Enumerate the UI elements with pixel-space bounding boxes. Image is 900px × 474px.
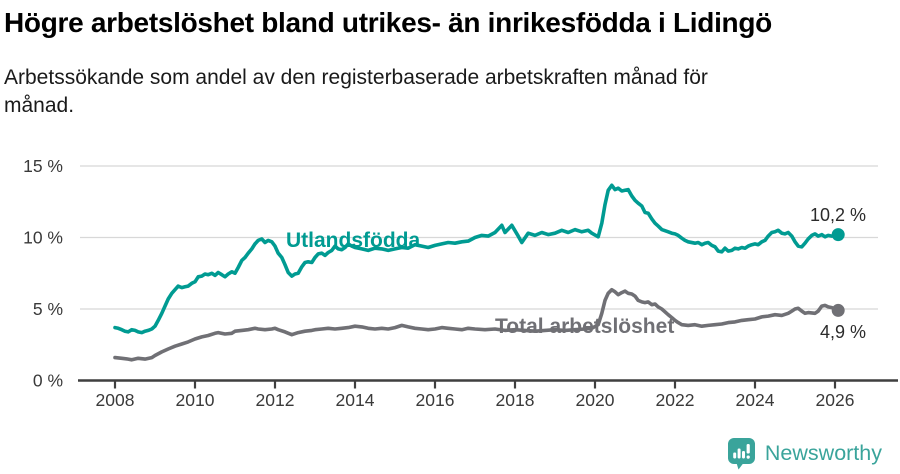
- x-tick-label-2022: 2022: [656, 390, 695, 410]
- x-tick-label-2008: 2008: [96, 390, 135, 410]
- y-tick-label-5: 5 %: [33, 299, 63, 319]
- brand-name: Newsworthy: [764, 441, 882, 465]
- series-line-total: [113, 287, 841, 362]
- x-tick-label-2016: 2016: [416, 390, 455, 410]
- series-label-utlandsfodda: Utlandsfödda: [286, 229, 420, 252]
- chart-labels: 0 % 5 % 10 % 15 % 2008 2010 2012 2014 2016 2018 20…: [23, 156, 866, 410]
- x-tick-label-2018: 2018: [496, 390, 535, 410]
- newsworthy-logo-icon: [727, 438, 755, 470]
- brand-footer: Newsworthy: [727, 437, 882, 470]
- x-tick-label-2020: 2020: [576, 390, 615, 410]
- x-tick-label-2012: 2012: [256, 390, 295, 410]
- series-endpoint-utlandsfodda: [831, 228, 845, 242]
- subtitle-line-2: månad.: [4, 93, 75, 117]
- x-tick-label-2026: 2026: [816, 390, 855, 410]
- x-tick-label-2024: 2024: [736, 390, 775, 410]
- series-label-total: Total arbetslöshet: [495, 315, 674, 338]
- page-title: Högre arbetslöshet bland utrikes- än inr…: [4, 7, 772, 38]
- subtitle-line-1: Arbetssökande som andel av den registerb…: [4, 65, 708, 89]
- x-tick-label-2010: 2010: [176, 390, 215, 410]
- end-value-label-utlandsfodda: 10,2 %: [810, 205, 866, 225]
- page-subtitle: Arbetssökande som andel av den registerb…: [4, 64, 896, 120]
- end-value-label-total: 4,9 %: [820, 322, 866, 342]
- y-tick-label-0: 0 %: [33, 371, 63, 391]
- series-endpoint-total: [831, 303, 845, 317]
- series-line-utlandsfodda: [113, 183, 841, 335]
- x-axis: [78, 379, 898, 389]
- x-tick-label-2014: 2014: [336, 390, 375, 410]
- y-tick-label-10: 10 %: [23, 228, 63, 248]
- series-lines: [113, 183, 845, 362]
- y-tick-label-15: 15 %: [23, 156, 63, 176]
